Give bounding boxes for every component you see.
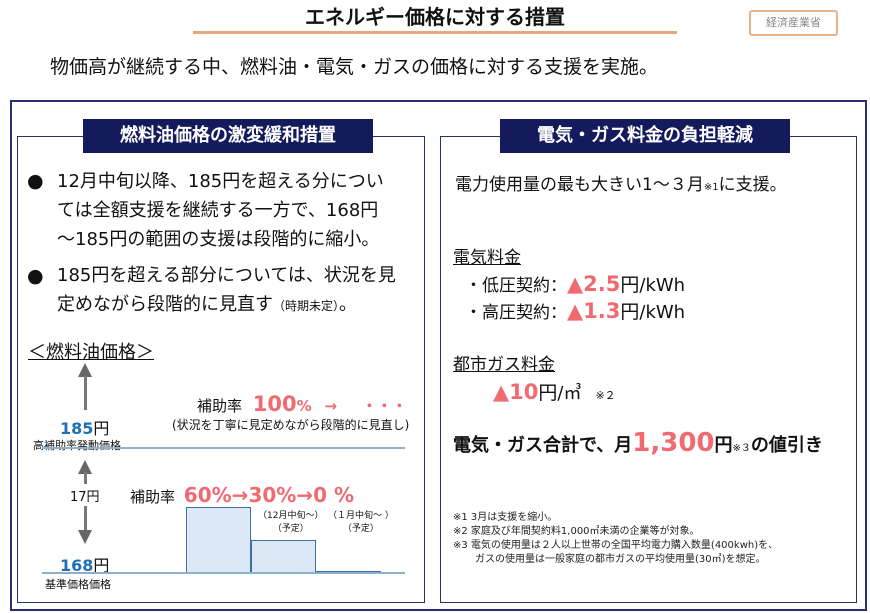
bullet-2-line: 185円を超える部分については、状況を見 — [57, 265, 396, 286]
low-voltage-row: ・低圧契約：▲2.5円/kWh — [465, 270, 685, 297]
yen: 円 — [620, 301, 640, 323]
arrow: → — [324, 397, 338, 415]
note-ref: ※1 — [703, 182, 719, 193]
arrow-down-icon — [78, 530, 92, 544]
lower-price: 168円 — [60, 552, 109, 576]
bullet-1-line: 12月中旬以降、185円を超える分につい — [57, 171, 384, 192]
electricity-title: 電気料金 — [453, 248, 521, 268]
page-title: エネルギー価格に対する措置 — [305, 5, 565, 29]
bullet-2-line: 定めながら段階的に見直す（時期未定）。 — [57, 290, 396, 321]
row-value: ▲2.5 — [567, 272, 621, 296]
upper-rate-value: 100 — [252, 392, 297, 416]
bullet-1: 12月中旬以降、185円を超える分につい ては全額支援を継続する一方で、168円… — [57, 167, 384, 254]
intro-end: に支援。 — [718, 175, 787, 195]
yen: 円 — [93, 556, 110, 575]
total-prefix: 電気・ガス合計で、月 — [453, 435, 633, 456]
step-note-line: （予定） — [342, 524, 379, 534]
gas-value: ▲10 — [493, 380, 539, 404]
period: 。 — [339, 294, 358, 315]
yen: 円 — [538, 382, 558, 404]
bullet-2-text: 定めながら段階的に見直す — [57, 294, 273, 315]
support-intro: 電力使用量の最も大きい1～３月※1に支援。 — [455, 170, 787, 195]
rate-30: 30%→ — [248, 483, 314, 507]
upper-gridline — [42, 447, 405, 449]
energy-panel — [440, 136, 857, 603]
gap-label: 17円 — [70, 490, 100, 505]
intro-text: 電力使用量の最も大きい1～３月 — [455, 175, 704, 195]
footnote: ※2 家庭及び年間契約料1,000㎥未満の企業等が対象。 — [453, 526, 700, 537]
ministry-badge: 経済産業省 — [749, 10, 838, 36]
bullet-1-line: ては全額支援を継続する一方で、168円 — [57, 200, 379, 221]
lower-rates: 補助率 60%→30%→0 % — [130, 483, 354, 507]
total-suffix: の値引き — [750, 435, 823, 456]
unit: /kWh — [639, 275, 686, 296]
upper-price: 185円 — [60, 415, 109, 439]
ellipsis: ・・・ — [361, 397, 407, 415]
rate-0: 0 % — [313, 483, 354, 507]
base-gridline — [42, 572, 405, 574]
gas-title: 都市ガス料金 — [453, 355, 555, 375]
title-underline — [193, 31, 677, 34]
yen: 円 — [93, 419, 110, 438]
total-discount: 電気・ガス合計で、月1,300円※３の値引き — [453, 428, 823, 458]
arrow-shaft — [84, 376, 87, 410]
subsidy-bar-30 — [251, 540, 316, 573]
arrow-up-icon — [78, 460, 92, 474]
row-label: ・低圧契約： — [465, 276, 567, 296]
footnote: ガスの使用量は一般家庭の都市ガスの平均使用量(30㎥)を想定。 — [475, 554, 766, 565]
arrow-shaft — [84, 506, 87, 531]
unit: /㎥ — [557, 383, 582, 404]
lower-price-value: 168 — [60, 556, 94, 575]
yen: 円 — [714, 435, 733, 456]
upper-price-label: 高補助率発動価格 — [33, 439, 121, 452]
note-ref: ※２ — [595, 389, 616, 402]
note-ref: ※３ — [732, 443, 751, 454]
unit: /kWh — [639, 302, 686, 323]
step-note-line: （予定） — [272, 524, 309, 534]
arrow-shaft — [84, 472, 87, 484]
step-note-dec: （12月中旬～） （予定） — [258, 510, 323, 536]
step-note-line: （12月中旬～） — [258, 511, 324, 521]
pct: % — [296, 397, 312, 415]
bullet-icon: ● — [27, 170, 44, 192]
gas-row: ▲10円/㎥ ※２ — [493, 378, 616, 405]
high-voltage-row: ・高圧契約：▲1.3円/kWh — [465, 297, 685, 324]
bullet-1-line: ～185円の範囲の支援は段階的に縮小。 — [57, 229, 380, 250]
subsidy-bar-60 — [186, 507, 251, 573]
timing-note: （時期未定） — [273, 299, 340, 313]
footnote: ※3 電気の使用量は２人以上世帯の全国平均電力購入数量(400kwh)を、 — [453, 540, 779, 551]
arrow-up-icon — [78, 363, 92, 377]
total-value: 1,300 — [632, 428, 715, 458]
step-note-line: （１月中旬～ ） — [328, 511, 394, 521]
footnotes: ※1 3月は支援を縮小。 ※2 家庭及び年間契約料1,000㎥未満の企業等が対象… — [453, 511, 778, 567]
step-note-jan: （１月中旬～ ） （予定） — [328, 510, 394, 536]
row-label: ・高圧契約： — [465, 303, 567, 323]
outer-frame — [10, 100, 867, 611]
energy-heading: 電気・ガス料金の負担軽減 — [500, 119, 790, 153]
fuel-heading: 燃料油価格の激変緩和措置 — [83, 119, 373, 153]
lower-price-label: 基準価格価格 — [45, 578, 111, 591]
rate-label: 補助率 — [130, 488, 176, 506]
upper-rate: 補助率 100% → ・・・ — [197, 392, 407, 416]
yen: 円 — [620, 274, 640, 296]
row-value: ▲1.3 — [567, 299, 621, 323]
upper-note: (状況を丁寧に見定めながら段階的に見直し) — [172, 418, 410, 432]
bullet-2: 185円を超える部分については、状況を見 定めながら段階的に見直す（時期未定）。 — [57, 261, 396, 321]
footnote: ※1 3月は支援を縮小。 — [453, 512, 558, 523]
fuel-price-chart-title: ＜燃料油価格＞ — [28, 342, 154, 363]
bullet-icon: ● — [27, 265, 44, 287]
rate-label: 補助率 — [197, 397, 243, 415]
upper-price-value: 185 — [60, 419, 94, 438]
page-subtitle: 物価高が継続する中、燃料油・電気・ガスの価格に対する支援を実施。 — [50, 56, 659, 78]
rate-60: 60%→ — [183, 483, 249, 507]
